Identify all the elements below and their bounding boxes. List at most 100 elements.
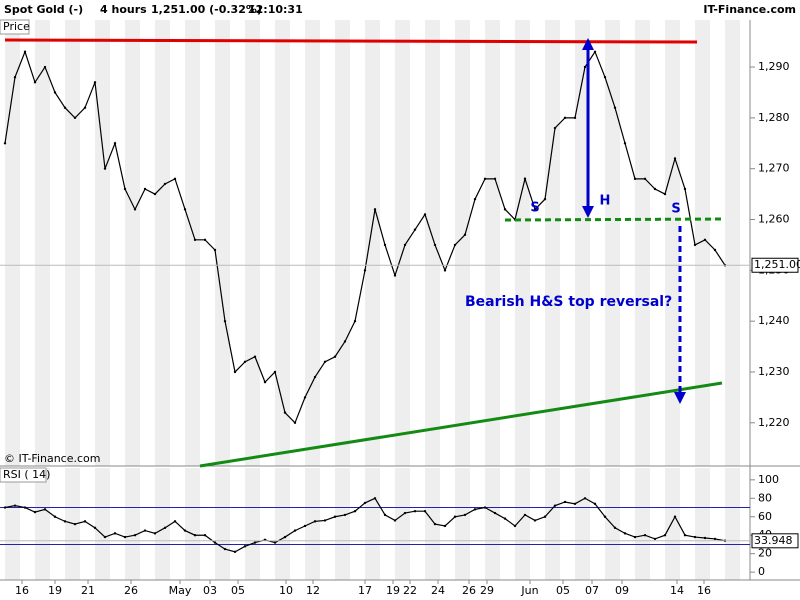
data-point bbox=[423, 213, 427, 216]
pane-title: RSI ( 14) bbox=[3, 468, 50, 481]
data-point bbox=[383, 243, 387, 247]
data-point bbox=[543, 197, 547, 201]
neckline bbox=[504, 217, 726, 222]
resistance-line bbox=[4, 38, 698, 44]
data-point bbox=[103, 167, 107, 170]
data-point bbox=[553, 126, 557, 130]
x-tick-label: 10 bbox=[279, 584, 293, 597]
y-tick-label: 20 bbox=[758, 547, 772, 560]
data-point bbox=[143, 187, 147, 191]
data-point bbox=[473, 197, 477, 201]
data-point bbox=[373, 208, 377, 211]
interval: 4 hours bbox=[100, 3, 147, 16]
data-point bbox=[413, 228, 417, 231]
data-point bbox=[53, 91, 57, 94]
x-tick-label: 05 bbox=[556, 584, 570, 597]
x-tick-label: 05 bbox=[231, 584, 245, 597]
data-point bbox=[513, 524, 517, 528]
data-point bbox=[83, 520, 87, 523]
data-point bbox=[403, 511, 407, 515]
data-point bbox=[583, 497, 587, 500]
data-point bbox=[683, 187, 687, 191]
data-point bbox=[443, 269, 447, 272]
annotation: Bearish H&S top reversal? bbox=[465, 294, 672, 310]
data-point bbox=[443, 524, 447, 528]
y-tick-label: 0 bbox=[758, 565, 765, 578]
data-point bbox=[253, 541, 257, 544]
annotation: S bbox=[671, 202, 680, 217]
annotation: S bbox=[530, 201, 539, 216]
y-tick-label: 80 bbox=[758, 491, 772, 504]
data-point bbox=[633, 177, 637, 181]
data-point bbox=[173, 177, 177, 181]
x-tick-label: 16 bbox=[15, 584, 29, 597]
data-point bbox=[253, 355, 257, 358]
data-point bbox=[633, 535, 637, 539]
y-tick-label: 1,280 bbox=[758, 111, 790, 124]
data-point bbox=[413, 510, 417, 513]
data-point bbox=[663, 192, 667, 196]
data-point bbox=[343, 513, 347, 517]
pane-title: Price bbox=[3, 20, 30, 33]
data-point bbox=[113, 532, 117, 535]
arrowhead bbox=[674, 392, 686, 404]
data-point bbox=[193, 534, 197, 537]
data-point bbox=[693, 243, 697, 247]
data-point bbox=[453, 243, 457, 247]
data-point bbox=[43, 508, 47, 511]
data-point bbox=[63, 106, 67, 109]
y-tick-label: 100 bbox=[758, 473, 779, 486]
annotation: H bbox=[600, 194, 611, 209]
x-tick-label: 22 bbox=[403, 584, 417, 597]
data-point bbox=[3, 506, 7, 509]
data-point bbox=[663, 534, 667, 537]
data-point bbox=[43, 65, 47, 69]
data-point bbox=[613, 526, 617, 530]
x-tick-label: 07 bbox=[585, 584, 599, 597]
data-point bbox=[93, 81, 97, 84]
data-point bbox=[163, 182, 167, 186]
x-tick-label: 29 bbox=[480, 584, 494, 597]
data-point bbox=[153, 192, 157, 196]
data-point bbox=[293, 529, 297, 532]
support-trendline bbox=[199, 381, 723, 468]
data-point bbox=[173, 520, 177, 523]
data-point bbox=[63, 520, 67, 523]
x-tick-label: 12 bbox=[306, 584, 320, 597]
time: 12:10:31 bbox=[248, 3, 303, 16]
data-point bbox=[73, 116, 77, 120]
x-tick-label: Jun bbox=[520, 584, 538, 597]
y-tick-label: 1,230 bbox=[758, 365, 790, 378]
data-point bbox=[483, 177, 487, 181]
data-point bbox=[473, 508, 477, 511]
data-point bbox=[433, 243, 437, 247]
data-point bbox=[313, 375, 317, 379]
data-point bbox=[463, 513, 467, 517]
data-point bbox=[223, 547, 227, 551]
data-point bbox=[433, 522, 437, 526]
data-point bbox=[193, 238, 197, 242]
x-tick-label: 26 bbox=[462, 584, 476, 597]
data-point bbox=[703, 536, 707, 540]
data-point bbox=[13, 504, 17, 507]
data-point bbox=[713, 537, 717, 541]
x-tick-label: 14 bbox=[670, 584, 684, 597]
x-tick-label: 16 bbox=[697, 584, 711, 597]
y-tick-label: 1,290 bbox=[758, 60, 790, 73]
watermark: © IT-Finance.com bbox=[4, 452, 101, 465]
last-label-box bbox=[751, 533, 799, 549]
arrowhead bbox=[582, 206, 594, 218]
data-point bbox=[363, 501, 367, 505]
data-point bbox=[23, 506, 27, 509]
data-point bbox=[703, 238, 707, 242]
data-point bbox=[323, 519, 327, 522]
data-point bbox=[263, 380, 267, 384]
data-point bbox=[303, 524, 307, 528]
data-point bbox=[283, 411, 287, 414]
data-point bbox=[603, 76, 607, 79]
price-pane bbox=[0, 20, 750, 466]
data-point bbox=[383, 513, 387, 517]
data-point bbox=[23, 50, 27, 53]
data-point bbox=[203, 534, 207, 537]
